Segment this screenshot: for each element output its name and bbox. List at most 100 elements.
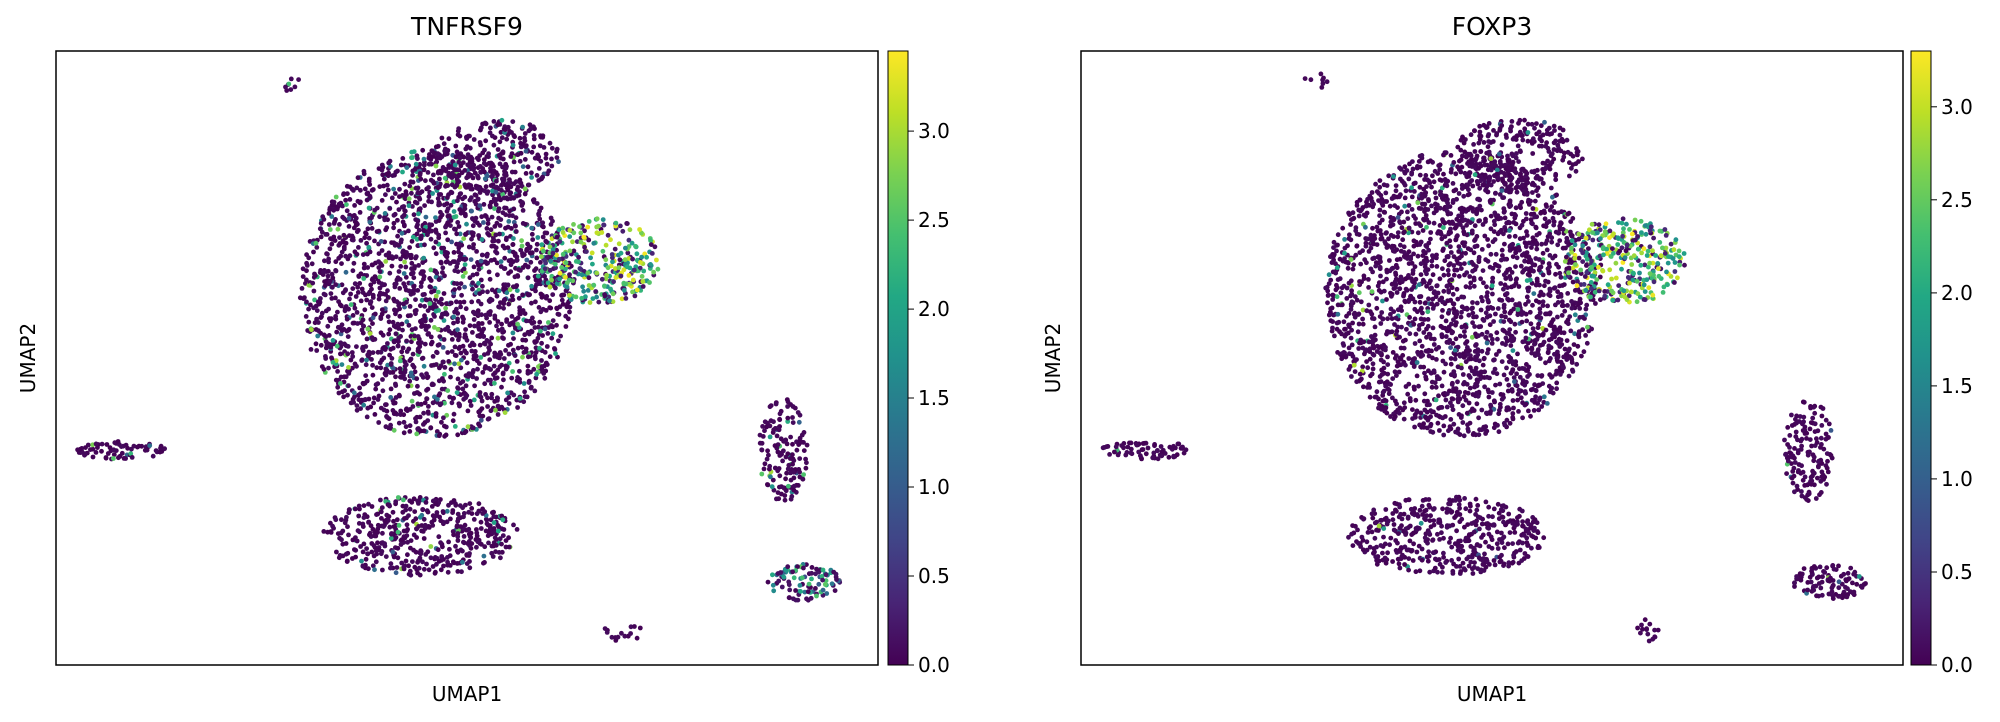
scatter-point <box>1406 203 1412 208</box>
scatter-point <box>529 170 534 176</box>
scatter-point <box>476 262 481 268</box>
scatter-point <box>453 154 459 160</box>
scatter-point <box>1446 262 1452 268</box>
scatter-point <box>452 344 458 350</box>
scatter-point <box>479 237 485 242</box>
scatter-point <box>618 250 624 256</box>
scatter-point <box>336 555 342 561</box>
scatter-point <box>442 175 448 181</box>
scatter-point <box>549 156 554 162</box>
scatter-point <box>1449 396 1455 401</box>
scatter-point <box>548 305 554 311</box>
scatter-point <box>570 239 575 245</box>
scatter-point <box>442 423 447 429</box>
scatter-point <box>409 260 415 266</box>
scatter-point <box>1330 297 1336 302</box>
scatter-point <box>1450 181 1456 186</box>
scatter-point <box>1473 342 1479 347</box>
scatter-point <box>499 321 504 327</box>
scatter-point <box>475 539 481 545</box>
scatter-point <box>453 353 459 358</box>
scatter-point <box>1367 356 1373 362</box>
scatter-point <box>370 276 376 281</box>
scatter-point <box>385 288 390 294</box>
scatter-point <box>594 216 600 222</box>
scatter-point <box>356 245 361 250</box>
scatter-point <box>389 263 395 269</box>
scatter-point <box>377 214 382 220</box>
scatter-point <box>534 241 540 247</box>
scatter-point <box>304 260 309 266</box>
scatter-point <box>499 187 504 193</box>
scatter-point <box>376 393 382 399</box>
scatter-point <box>603 257 609 263</box>
scatter-point <box>418 548 424 553</box>
scatter-point <box>1570 369 1576 374</box>
scatter-point <box>1503 314 1508 320</box>
scatter-point <box>476 298 481 304</box>
scatter-point <box>1386 387 1392 393</box>
scatter-point <box>1521 235 1526 241</box>
scatter-point <box>523 262 528 268</box>
scatter-point <box>1422 391 1428 397</box>
scatter-point <box>504 290 510 296</box>
scatter-point <box>1443 397 1449 403</box>
scatter-point <box>461 266 467 272</box>
scatter-point <box>456 337 461 343</box>
scatter-point <box>1507 198 1513 204</box>
scatter-point <box>486 366 492 371</box>
scatter-point <box>417 414 423 420</box>
scatter-point <box>368 282 374 288</box>
scatter-point <box>1369 334 1374 339</box>
scatter-point <box>462 332 468 337</box>
scatter-point <box>393 254 399 260</box>
scatter-point <box>473 215 479 221</box>
scatter-point <box>465 152 471 158</box>
scatter-point <box>623 245 628 251</box>
scatter-point <box>414 224 420 230</box>
scatter-point <box>423 327 429 332</box>
scatter-point <box>1461 433 1467 439</box>
scatter-point <box>103 455 109 461</box>
scatter-point <box>1387 258 1392 263</box>
scatter-point <box>418 401 424 407</box>
scatter-point <box>514 527 520 532</box>
scatter-point <box>505 390 510 396</box>
scatter-point <box>1360 364 1366 370</box>
scatter-point <box>328 236 333 242</box>
scatter-point <box>491 520 497 525</box>
scatter-point <box>533 350 539 355</box>
scatter-point <box>770 477 776 483</box>
scatter-point <box>793 588 798 593</box>
scatter-point <box>539 364 545 370</box>
scatter-point <box>1469 334 1475 340</box>
scatter-point <box>780 458 785 464</box>
scatter-point <box>1511 375 1517 380</box>
scatter-point <box>407 506 413 512</box>
scatter-point <box>454 183 460 188</box>
scatter-point <box>401 564 407 570</box>
scatter-point <box>1383 190 1389 196</box>
scatter-point <box>1501 319 1507 324</box>
scatter-point <box>386 331 392 337</box>
colorbar-tick-label: 1.0 <box>918 475 950 499</box>
scatter-point <box>288 76 294 82</box>
scatter-point <box>388 565 393 571</box>
scatter-point <box>370 187 376 192</box>
scatter-point <box>322 258 327 264</box>
scatter-point <box>1415 253 1421 259</box>
scatter-point <box>425 170 431 175</box>
scatter-point <box>326 365 331 371</box>
scatter-point <box>1499 247 1505 253</box>
scatter-point <box>496 550 502 555</box>
scatter-point <box>489 391 495 397</box>
scatter-point <box>1415 230 1421 236</box>
scatter-point <box>455 376 461 382</box>
scatter-point <box>428 236 434 242</box>
scatter-point <box>359 327 365 333</box>
scatter-point <box>401 412 407 418</box>
scatter-point <box>386 416 392 422</box>
scatter-point <box>346 365 351 370</box>
scatter-point <box>762 428 767 434</box>
scatter-point <box>415 288 421 293</box>
